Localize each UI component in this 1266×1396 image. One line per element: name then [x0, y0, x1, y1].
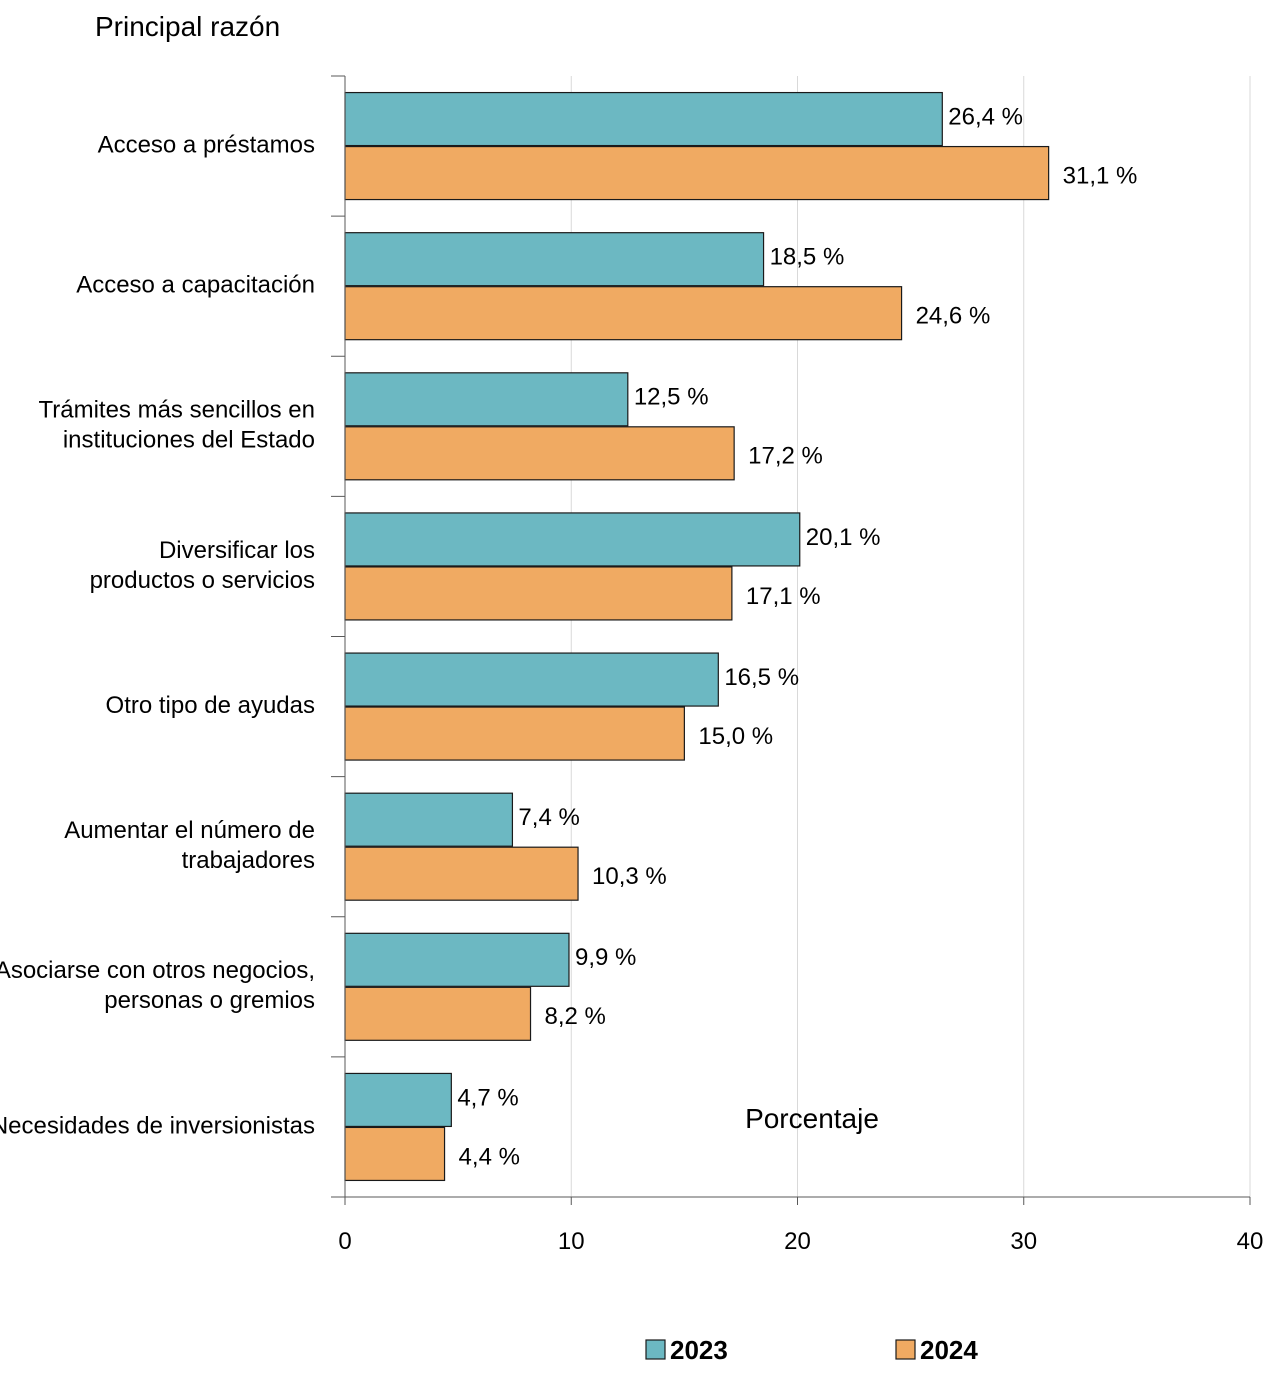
data-label: 15,0 % [698, 723, 773, 750]
x-tick-label: 20 [784, 1228, 811, 1255]
bar-2024 [344, 846, 579, 901]
data-label: 17,2 % [748, 443, 823, 470]
x-tick-label: 0 [338, 1228, 351, 1255]
category-label: personas o gremios [104, 987, 315, 1014]
legend-swatch-2023 [645, 1339, 666, 1360]
bar-2023 [344, 372, 629, 427]
grid-lines [570, 76, 1251, 1197]
bar-2024 [344, 426, 735, 481]
data-label: 10,3 % [592, 863, 667, 890]
data-label: 7,4 % [518, 804, 579, 831]
bar-2023 [344, 932, 570, 987]
legend-swatch-2024 [895, 1339, 916, 1360]
category-label: Trámites más sencillos en [38, 397, 315, 424]
category-label: Aumentar el número de [64, 817, 315, 844]
data-label: 9,9 % [575, 944, 636, 971]
category-label: Diversificar los [159, 537, 315, 564]
data-label: 17,1 % [746, 583, 821, 610]
bar-2024 [344, 986, 532, 1041]
bar-2023 [344, 91, 943, 147]
category-label: Acceso a préstamos [98, 131, 315, 158]
category-label: productos o servicios [90, 567, 315, 594]
data-label: 20,1 % [806, 524, 881, 551]
category-label: trabajadores [182, 847, 315, 874]
data-label: 8,2 % [545, 1003, 606, 1030]
x-tick-label: 40 [1237, 1228, 1264, 1255]
x-tick-label: 30 [1010, 1228, 1037, 1255]
bar-2023 [344, 512, 801, 567]
bar-2023 [344, 792, 514, 847]
data-label: 26,4 % [948, 103, 1023, 130]
data-label: 16,5 % [724, 664, 799, 691]
bar-2024 [344, 706, 685, 761]
bar-2023 [344, 1072, 452, 1128]
category-labels: Acceso a préstamos Acceso a capacitación T… [0, 131, 315, 1139]
x-tick-label: 10 [558, 1228, 585, 1255]
bar-2023 [344, 232, 765, 287]
x-axis-title: Porcentaje [745, 1103, 879, 1134]
x-tick-labels: 0 10 20 30 40 [338, 1228, 1263, 1255]
category-label: instituciones del Estado [63, 427, 315, 454]
bar-2024 [344, 145, 1050, 201]
category-label: Otro tipo de ayudas [106, 692, 315, 719]
data-label: 31,1 % [1063, 162, 1138, 189]
data-label: 24,6 % [916, 303, 991, 330]
bar-2023 [344, 652, 719, 707]
category-label: Asociarse con otros negocios, [0, 957, 315, 984]
category-label: Necesidades de inversionistas [0, 1112, 315, 1139]
data-label: 12,5 % [634, 384, 709, 411]
y-axis-title: Principal razón [95, 11, 280, 42]
bar-2024 [344, 566, 733, 621]
legend-label-2024: 2024 [920, 1335, 978, 1365]
category-label: Acceso a capacitación [76, 272, 315, 299]
legend-label-2023: 2023 [670, 1335, 728, 1365]
bar-2024 [344, 286, 903, 341]
bar-2024 [344, 1126, 446, 1182]
bars [344, 91, 1050, 1182]
legend: 2023 2024 [645, 1335, 978, 1365]
axes [331, 75, 1251, 1205]
data-labels: 26,4 % 31,1 % 18,5 % 24,6 % 12,5 % 17,2 % 20,1… [457, 103, 1137, 1170]
data-label: 4,4 % [459, 1143, 520, 1170]
data-label: 4,7 % [457, 1084, 518, 1111]
data-label: 18,5 % [770, 244, 845, 271]
